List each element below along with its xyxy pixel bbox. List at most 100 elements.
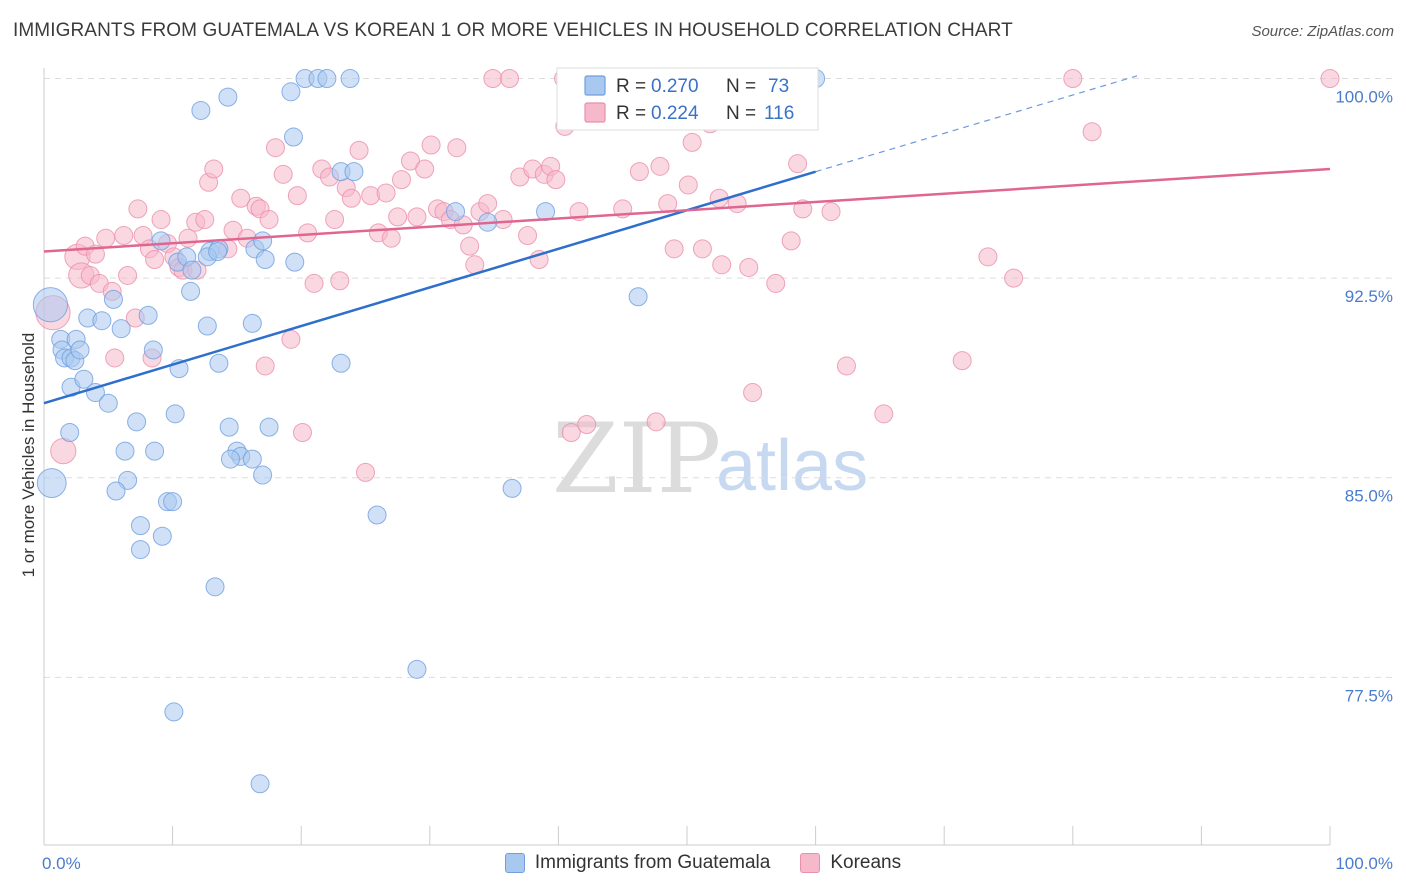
- point-guatemala: [259, 417, 279, 437]
- point-korean: [298, 223, 318, 243]
- point-guatemala: [191, 100, 211, 120]
- point-guatemala: [317, 69, 337, 88]
- point-guatemala: [74, 369, 94, 389]
- point-guatemala: [130, 540, 150, 560]
- legend-blue-n-label: N =: [726, 76, 756, 97]
- point-korean: [415, 159, 435, 179]
- point-guatemala: [106, 481, 126, 501]
- point-korean: [629, 162, 649, 182]
- legend-label-guatemala: Immigrants from Guatemala: [534, 852, 771, 873]
- point-korean: [330, 271, 350, 291]
- point-korean: [178, 228, 198, 248]
- point-guatemala: [103, 289, 123, 309]
- point-korean: [407, 207, 427, 227]
- legend-blue-r-value: 0.270: [651, 76, 699, 97]
- point-korean: [381, 228, 401, 248]
- x-ticks: 0.0% 100.0%: [42, 826, 1393, 873]
- point-guatemala: [70, 340, 90, 360]
- point-korean: [952, 351, 972, 371]
- legend-blue-n-value: 73: [768, 76, 789, 97]
- point-guatemala: [242, 449, 262, 469]
- point-korean: [646, 412, 666, 432]
- point-korean: [281, 329, 301, 349]
- point-guatemala: [242, 313, 262, 333]
- point-korean: [376, 183, 396, 203]
- stats-legend: R = 0.270 N = 73 R = 0.224 N = 116: [556, 67, 819, 131]
- point-guatemala: [446, 202, 466, 222]
- point-guatemala: [253, 465, 273, 485]
- point-korean: [978, 247, 998, 267]
- trend-line-guatemala-extension: [815, 75, 1138, 173]
- point-guatemala: [36, 468, 67, 498]
- point-korean: [678, 175, 698, 195]
- point-guatemala: [164, 702, 184, 722]
- point-guatemala: [163, 492, 183, 512]
- legend-swatch-guatemala: [504, 853, 525, 873]
- point-korean: [114, 226, 134, 246]
- point-korean: [664, 239, 684, 259]
- legend-item-koreans[interactable]: Koreans: [800, 852, 901, 874]
- point-korean: [325, 210, 345, 230]
- series-legend: Immigrants from Guatemala Koreans: [0, 852, 1406, 874]
- y-tick-label: 77.5%: [1345, 686, 1393, 705]
- point-guatemala: [92, 311, 112, 331]
- legend-swatch-pink: [584, 102, 606, 123]
- point-guatemala: [250, 774, 270, 794]
- legend-pink-n-label: N =: [726, 103, 756, 124]
- source-label: Source: ZipAtlas.com: [1251, 23, 1394, 40]
- point-guatemala: [340, 69, 360, 88]
- point-guatemala: [220, 449, 240, 469]
- point-korean: [793, 199, 813, 219]
- point-korean: [478, 194, 498, 214]
- point-korean: [304, 273, 324, 293]
- point-korean: [118, 265, 138, 285]
- y-tick-label: 85.0%: [1345, 487, 1393, 506]
- point-korean: [821, 202, 841, 222]
- legend-pink-r-value: 0.224: [651, 103, 699, 124]
- x-tick-label: 0.0%: [42, 854, 81, 873]
- point-guatemala: [181, 281, 201, 301]
- point-korean: [50, 438, 77, 465]
- legend-blue-r-label: R =: [616, 76, 646, 97]
- point-korean: [273, 164, 293, 184]
- point-korean: [128, 199, 148, 219]
- y-tick-labels: 100.0% 92.5% 85.0% 77.5%: [1335, 88, 1393, 706]
- point-guatemala: [111, 319, 131, 339]
- point-korean: [287, 186, 307, 206]
- point-guatemala: [285, 252, 305, 272]
- point-guatemala: [138, 305, 158, 325]
- point-korean: [259, 210, 279, 230]
- point-guatemala: [130, 516, 150, 536]
- point-korean: [500, 69, 520, 88]
- point-guatemala: [60, 422, 80, 442]
- legend-label-koreans: Koreans: [830, 852, 902, 873]
- point-guatemala: [127, 412, 147, 432]
- point-guatemala: [151, 231, 171, 251]
- legend-item-guatemala[interactable]: Immigrants from Guatemala: [504, 852, 771, 874]
- point-korean: [292, 422, 312, 442]
- point-korean: [561, 422, 581, 442]
- point-korean: [255, 356, 275, 376]
- legend-swatch-blue: [584, 75, 606, 96]
- point-korean: [781, 231, 801, 251]
- point-guatemala: [143, 340, 163, 360]
- watermark-atlas: atlas: [716, 426, 868, 506]
- y-tick-label: 92.5%: [1345, 287, 1393, 306]
- point-korean: [341, 188, 361, 208]
- point-korean: [743, 383, 763, 403]
- point-guatemala: [331, 353, 351, 373]
- point-guatemala: [209, 353, 229, 373]
- point-korean: [518, 226, 538, 246]
- point-guatemala: [367, 505, 387, 525]
- point-korean: [692, 239, 712, 259]
- point-korean: [151, 210, 171, 230]
- point-korean: [788, 154, 808, 174]
- point-korean: [1320, 69, 1340, 88]
- point-guatemala: [152, 526, 172, 546]
- point-korean: [493, 210, 513, 230]
- point-korean: [392, 170, 412, 190]
- x-tick-label: 100.0%: [1335, 854, 1393, 873]
- point-guatemala: [281, 82, 301, 102]
- gridlines: [44, 78, 1392, 678]
- point-korean: [356, 462, 375, 482]
